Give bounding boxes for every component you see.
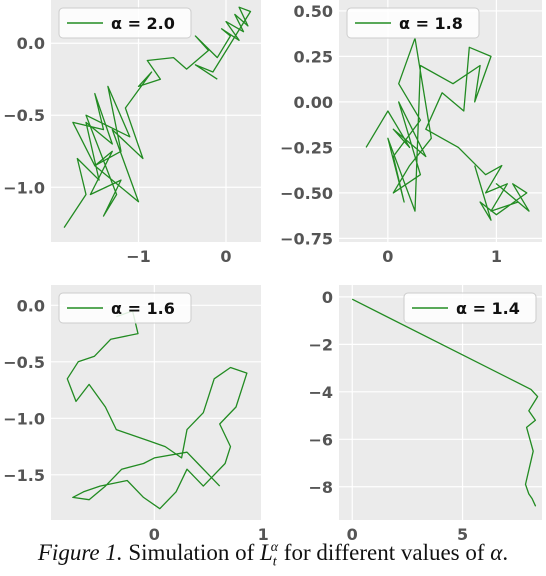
figure-caption: Figure 1. Simulation of Ltα for differen… (0, 540, 546, 571)
series-line (63, 6, 252, 228)
y-tick-label: −8 (308, 478, 333, 497)
y-tick-label: −0.5 (3, 106, 45, 125)
x-tick-label: 1 (258, 525, 269, 540)
y-tick-label: 0.25 (294, 47, 333, 66)
subplot-4: 0 5 0 −2 −4 −6 −8 α = 1.4 (308, 285, 542, 540)
legend-label: α = 2.0 (111, 14, 175, 33)
subplot-2: 0 1 0.50 0.25 0.00 −0.25 −0.50 −0.75 α = 1.8 (280, 0, 542, 266)
x-tick-label: 0 (149, 525, 160, 540)
legend: α = 1.4 (403, 292, 537, 324)
caption-end: . (502, 540, 509, 565)
y-tick-label: 0 (322, 288, 333, 307)
x-tick-label: 5 (457, 525, 468, 540)
x-tick-label: 1 (491, 247, 502, 266)
y-tick-label: −1.0 (3, 178, 45, 197)
subplot-1: −1 0 0.0 −0.5 −1.0 α = 2.0 (3, 0, 261, 266)
caption-text-2: for different values of (278, 540, 491, 565)
caption-symbol: Ltα (260, 540, 279, 570)
caption-prefix: Figure 1. (37, 540, 123, 565)
legend-box (403, 292, 537, 324)
y-tick-label: 0.0 (17, 34, 45, 53)
y-tick-label: −0.75 (280, 229, 333, 248)
y-tick-label: −6 (308, 430, 333, 449)
x-tick-label: 0 (382, 247, 393, 266)
y-tick-label: −4 (308, 383, 333, 402)
legend: α = 1.6 (58, 292, 192, 324)
figure-canvas: −1 00.0−0.5−1.0α = 2.00 10.500.250.00−0.25… (3, 0, 542, 540)
plot-area (339, 0, 542, 242)
legend: α = 1.8 (346, 7, 480, 39)
y-tick-label: 0.00 (294, 93, 333, 112)
legend-box (58, 7, 192, 39)
legend-label: α = 1.6 (111, 299, 175, 318)
x-tick-label: −1 (126, 247, 151, 266)
y-tick-label: 0.0 (17, 296, 45, 315)
legend-box (346, 7, 480, 39)
legend-box (58, 292, 192, 324)
plot-area (339, 285, 542, 520)
y-tick-label: −2 (308, 335, 333, 354)
x-tick-label: 0 (347, 525, 358, 540)
x-tick-label: 0 (220, 247, 231, 266)
series-line (351, 298, 539, 507)
legend: α = 2.0 (58, 7, 192, 39)
y-tick-label: −0.25 (280, 138, 333, 157)
y-tick-label: −1.0 (3, 409, 45, 428)
caption-text-1: Simulation of (122, 540, 260, 565)
y-tick-label: −1.5 (3, 466, 45, 485)
y-tick-label: −0.50 (280, 184, 333, 203)
caption-alpha: α (490, 540, 503, 565)
series-line (365, 37, 530, 221)
legend-label: α = 1.8 (399, 14, 463, 33)
subplot-3: 0 1 0.0 −0.5 −1.0 −1.5 α = 1.6 (3, 285, 269, 540)
y-tick-label: 0.50 (294, 2, 333, 21)
legend-label: α = 1.4 (456, 299, 520, 318)
series-line (66, 310, 248, 510)
y-tick-label: −0.5 (3, 353, 45, 372)
plot-area (51, 285, 261, 520)
